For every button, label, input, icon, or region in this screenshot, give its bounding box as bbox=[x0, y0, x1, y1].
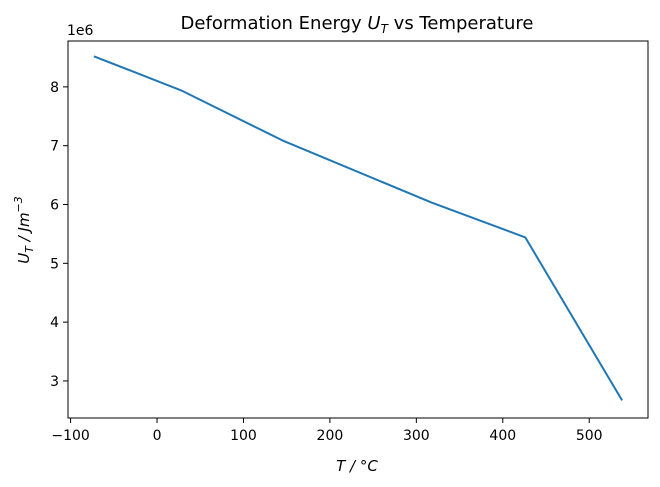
y-tick-label: 6 bbox=[50, 198, 59, 214]
x-tick-label: 300 bbox=[403, 428, 430, 444]
x-tick-label: 100 bbox=[230, 428, 257, 444]
y-offset-text: 1e6 bbox=[67, 23, 94, 39]
y-axis-ticks: 3 4 5 6 7 8 bbox=[50, 80, 68, 390]
y-tick-label: 3 bbox=[50, 374, 59, 390]
plot-frame bbox=[67, 40, 649, 419]
chart-title: Deformation Energy UT vs Temperature bbox=[181, 13, 534, 36]
x-tick-label: 500 bbox=[576, 428, 603, 444]
x-tick-label: 400 bbox=[489, 428, 516, 444]
series-line bbox=[93, 55, 623, 401]
y-tick-label: 4 bbox=[50, 315, 59, 331]
x-axis-label: T / °C bbox=[336, 457, 378, 475]
x-tick-label: −100 bbox=[51, 428, 89, 444]
y-tick-label: 5 bbox=[50, 256, 59, 272]
x-tick-label: 0 bbox=[153, 428, 162, 444]
x-tick-label: 200 bbox=[317, 428, 344, 444]
y-tick-label: 8 bbox=[50, 80, 59, 96]
y-axis-label: UT / Jm−3 bbox=[12, 196, 36, 264]
x-axis-ticks: −100 0 100 200 300 400 500 bbox=[51, 418, 603, 444]
series-group bbox=[93, 55, 623, 401]
y-tick-label: 7 bbox=[50, 139, 59, 155]
